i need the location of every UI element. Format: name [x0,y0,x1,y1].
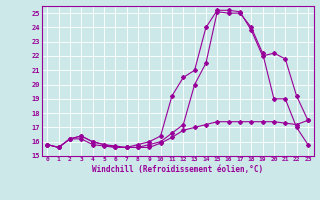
X-axis label: Windchill (Refroidissement éolien,°C): Windchill (Refroidissement éolien,°C) [92,165,263,174]
